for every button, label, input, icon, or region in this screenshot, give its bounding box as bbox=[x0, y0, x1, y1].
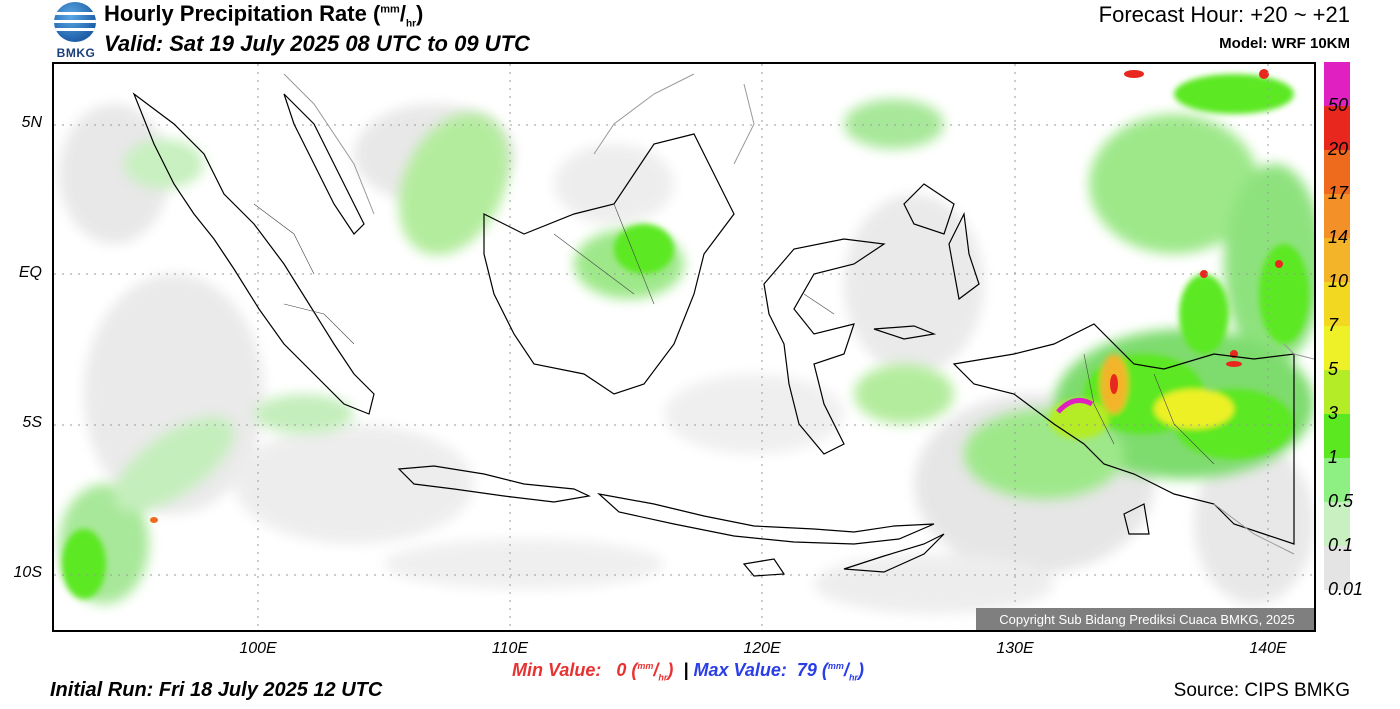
colorbar-label: 1 bbox=[1328, 447, 1339, 467]
copyright-notice: Copyright Sub Bidang Prediksi Cuaca BMKG… bbox=[976, 608, 1314, 630]
colorbar-label: 0.5 bbox=[1328, 491, 1354, 511]
max-unit-den: hr bbox=[848, 672, 858, 683]
colorbar-segment bbox=[1324, 62, 1350, 106]
lat-label-5n: 5N bbox=[21, 114, 42, 131]
halmahera-outline bbox=[948, 211, 980, 301]
title-close: ) bbox=[415, 1, 424, 26]
lat-label-5s: 5S bbox=[22, 414, 42, 431]
lon-label-120e: 120E bbox=[743, 640, 781, 657]
colorbar-segment bbox=[1324, 238, 1350, 282]
colorbar-label: 10 bbox=[1328, 271, 1349, 291]
precipitation-map[interactable]: Copyright Sub Bidang Prediksi Cuaca BMKG… bbox=[52, 62, 1316, 632]
page-title: Hourly Precipitation Rate (mm/hr) bbox=[104, 1, 424, 30]
precip-colorbar bbox=[1324, 62, 1350, 590]
valid-period: Valid: Sat 19 July 2025 08 UTC to 09 UTC bbox=[104, 31, 530, 56]
colorbar-segment bbox=[1324, 150, 1350, 194]
java-outline bbox=[397, 465, 591, 503]
colorbar-label: 50 bbox=[1328, 95, 1349, 115]
timor-outline bbox=[843, 533, 945, 573]
lat-label-10s: 10S bbox=[13, 564, 42, 581]
seram-outline bbox=[873, 325, 937, 340]
initial-run: Initial Run: Fri 18 July 2025 12 UTC bbox=[50, 679, 383, 701]
colorbar-segment bbox=[1324, 458, 1350, 502]
globe-icon bbox=[54, 2, 96, 42]
max-value-label: Max Value: 79 (mm/hr) bbox=[693, 660, 864, 683]
forecast-hour: Forecast Hour: +20 ~ +21 bbox=[1098, 2, 1350, 27]
colorbar-segment bbox=[1324, 370, 1350, 414]
colorbar-label: 5 bbox=[1328, 359, 1339, 379]
papua-outline bbox=[952, 323, 1295, 545]
min-unit-num: mm bbox=[637, 661, 654, 671]
min-unit-den: hr bbox=[658, 672, 668, 683]
title-text: Hourly Precipitation Rate ( bbox=[104, 1, 381, 26]
max-value: 79 bbox=[796, 660, 817, 680]
max-label: Max Value: bbox=[693, 660, 787, 680]
colorbar-segment bbox=[1324, 546, 1350, 590]
lon-label-110e: 110E bbox=[491, 640, 529, 657]
colorbar-segment bbox=[1324, 106, 1350, 150]
colorbar-segment bbox=[1324, 414, 1350, 458]
map-gridlines bbox=[54, 64, 1314, 630]
logo-label: BMKG bbox=[56, 46, 96, 60]
colorbar-segment bbox=[1324, 502, 1350, 546]
sulawesi-outline bbox=[763, 238, 886, 455]
colorbar-label: 3 bbox=[1328, 403, 1339, 423]
colorbar-label: 14 bbox=[1328, 227, 1349, 247]
sumatra-outline bbox=[132, 92, 375, 415]
max-unit-num: mm bbox=[827, 661, 844, 671]
colorbar-label: 17 bbox=[1328, 183, 1349, 203]
province-borders bbox=[253, 203, 1215, 465]
aru-outline bbox=[1123, 503, 1150, 535]
lesser-sunda-outline bbox=[597, 493, 935, 545]
lon-label-140e: 140E bbox=[1249, 640, 1287, 657]
lon-label-100e: 100E bbox=[239, 640, 277, 657]
data-source: Source: CIPS BMKG bbox=[1173, 680, 1350, 701]
min-label: Min Value: bbox=[512, 660, 602, 680]
colorbar-label: 0.01 bbox=[1328, 579, 1364, 599]
colorbar-label: 20 bbox=[1328, 139, 1349, 159]
colorbar-label: 0.1 bbox=[1328, 535, 1354, 555]
lat-label-eq: EQ bbox=[18, 264, 42, 281]
malay-peninsula-outline bbox=[283, 93, 365, 235]
min-max-values: Min Value: 0 (mm/hr) | Max Value: 79 (mm… bbox=[512, 660, 864, 683]
lon-label-130e: 130E bbox=[996, 640, 1034, 657]
coastlines bbox=[132, 92, 1295, 577]
colorbar-segment bbox=[1324, 282, 1350, 326]
sumba-outline bbox=[742, 558, 786, 577]
min-value-label: Min Value: 0 (mm/hr) bbox=[512, 660, 674, 683]
mindanao-outline bbox=[903, 183, 955, 235]
neighbour-outlines bbox=[283, 73, 1314, 555]
colorbar-label: 7 bbox=[1328, 315, 1339, 335]
model-name: Model: WRF 10KM bbox=[1219, 35, 1350, 52]
title-unit-den: hr bbox=[405, 18, 416, 30]
colorbar-segment bbox=[1324, 194, 1350, 238]
bmkg-logo: BMKG bbox=[50, 2, 102, 60]
colorbar-segment bbox=[1324, 326, 1350, 370]
map-canvas bbox=[54, 64, 1314, 630]
value-separator: | bbox=[683, 660, 689, 680]
title-unit-num: mm bbox=[380, 3, 400, 16]
precip-extreme-cells bbox=[150, 69, 1283, 523]
min-value: 0 bbox=[616, 660, 627, 680]
